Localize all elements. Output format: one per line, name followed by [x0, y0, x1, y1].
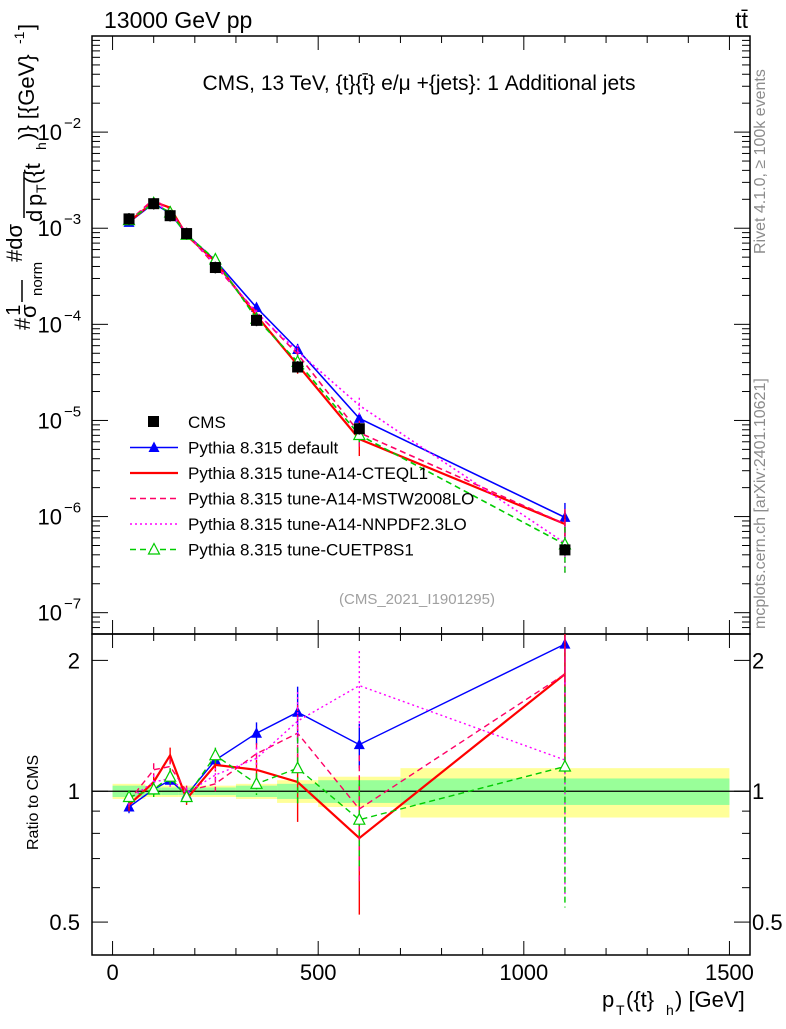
x-tick-label: 500: [300, 960, 337, 985]
data-point: [209, 262, 221, 274]
svg-text:)} [{GeV}: )} [{GeV}: [14, 54, 39, 140]
series-marker: [291, 760, 305, 774]
series-marker: [353, 738, 365, 750]
main-series-group: [122, 195, 572, 576]
ratio-plot-frame: [91, 633, 751, 956]
y-tick-exponent: −3: [64, 211, 81, 228]
series-marker: [147, 542, 161, 555]
y-axis-label-ratio: Ratio to CMS: [25, 755, 42, 850]
series-marker: [251, 727, 262, 738]
analysis-id: (CMS_2021_I1901295): [339, 591, 495, 608]
legend-label: Pythia 8.315 tune-A14-CTEQL1: [188, 464, 428, 483]
data-point: [123, 213, 135, 225]
y-tick-label: 10: [38, 505, 62, 530]
data-point: [559, 544, 571, 556]
series-marker: [122, 789, 136, 803]
x-axis-label: p T ({t} h ) [GeV]: [602, 987, 745, 1018]
svg-text:T: T: [33, 184, 49, 193]
svg-text:T: T: [616, 1002, 625, 1018]
y-tick-exponent: −4: [64, 307, 81, 324]
data-point: [292, 361, 304, 373]
svg-text:σ: σ: [16, 304, 41, 318]
svg-text:#dσ: #dσ: [2, 224, 27, 262]
svg-text:#1: #1: [3, 305, 35, 330]
plot-title: CMS, 13 TeV, {t}{t̄} e/μ +{jets}: 1 Addi…: [203, 72, 636, 95]
svg-text:p: p: [602, 987, 614, 1012]
svg-text:p: p: [22, 194, 47, 206]
svg-text:h: h: [33, 142, 49, 150]
y-tick-exponent: −6: [64, 500, 81, 517]
svg-text:h: h: [666, 1002, 674, 1018]
series-marker: [180, 789, 194, 803]
ratio-y-tick-label: 2: [68, 648, 80, 673]
svg-text:norm: norm: [29, 262, 46, 296]
data-point: [148, 198, 160, 210]
series-marker: [163, 769, 177, 782]
ratio-y-tick-label: 1: [68, 779, 80, 804]
y-tick-label: 10: [38, 408, 62, 433]
energy-label: 13000 GeV pp: [104, 7, 252, 33]
legend-label: Pythia 8.315 tune-A14-NNPDF2.3LO: [188, 515, 467, 534]
series-marker: [558, 759, 572, 772]
legend-label: Pythia 8.315 default: [188, 439, 339, 458]
y-tick-exponent: −7: [64, 596, 81, 613]
series-marker: [208, 747, 222, 761]
ratio-y-tick-label-right: 0.5: [752, 910, 783, 935]
y-tick-label: 10: [38, 601, 62, 626]
svg-text:) [GeV]: ) [GeV]: [675, 987, 745, 1012]
series-marker: [292, 706, 304, 717]
svg-text:({t}: ({t}: [626, 987, 654, 1012]
mcplots-label: mcplots.cern.ch [arXiv:2401.10621]: [752, 378, 769, 629]
y-tick-exponent: −2: [64, 115, 81, 132]
x-tick-label: 0: [106, 960, 118, 985]
data-point: [251, 314, 262, 326]
ratio-series-group: [122, 634, 572, 915]
legend-label: Pythia 8.315 tune-CUETP8S1: [188, 541, 414, 560]
legend-label-data: CMS: [188, 413, 226, 432]
y-tick-exponent: −5: [64, 403, 81, 420]
svg-text:({t: ({t: [20, 163, 45, 184]
y-axis-label-main: #1 σ norm #dσ d p T ({t h )} [{GeV} -1 ]: [2, 24, 49, 330]
x-tick-label: 1500: [705, 960, 754, 985]
series-marker: [250, 776, 263, 789]
legend-marker-data: [148, 416, 159, 427]
ratio-y-tick-label: 0.5: [49, 910, 80, 935]
process-label: tt̄: [735, 7, 748, 33]
svg-text:d: d: [22, 210, 47, 222]
legend-label: Pythia 8.315 tune-A14-MSTW2008LO: [188, 490, 474, 509]
y-tick-label: 10: [38, 312, 62, 337]
data-point: [181, 228, 193, 240]
series-marker: [148, 441, 160, 452]
svg-text:-1: -1: [11, 31, 27, 44]
legend: CMS Pythia 8.315 default Pythia 8.315 tune…: [130, 413, 474, 560]
series-line-ratio: [128, 684, 566, 800]
y-tick-label: 10: [38, 216, 62, 241]
series-marker: [353, 412, 365, 423]
x-tick-label: 1000: [499, 960, 548, 985]
svg-text:]: ]: [14, 24, 39, 30]
data-point: [164, 210, 176, 222]
ratio-y-tick-label-right: 2: [752, 648, 764, 673]
series-line-ratio: [128, 673, 566, 810]
data-point: [353, 423, 365, 435]
axis-ticks: [92, 35, 750, 955]
y-tick-label: 10: [38, 120, 62, 145]
rivet-label: Rivet 4.1.0, ≥ 100k events: [752, 69, 769, 254]
series-marker: [147, 782, 161, 795]
series-marker: [352, 812, 366, 825]
ratio-y-tick-label-right: 1: [752, 779, 764, 804]
